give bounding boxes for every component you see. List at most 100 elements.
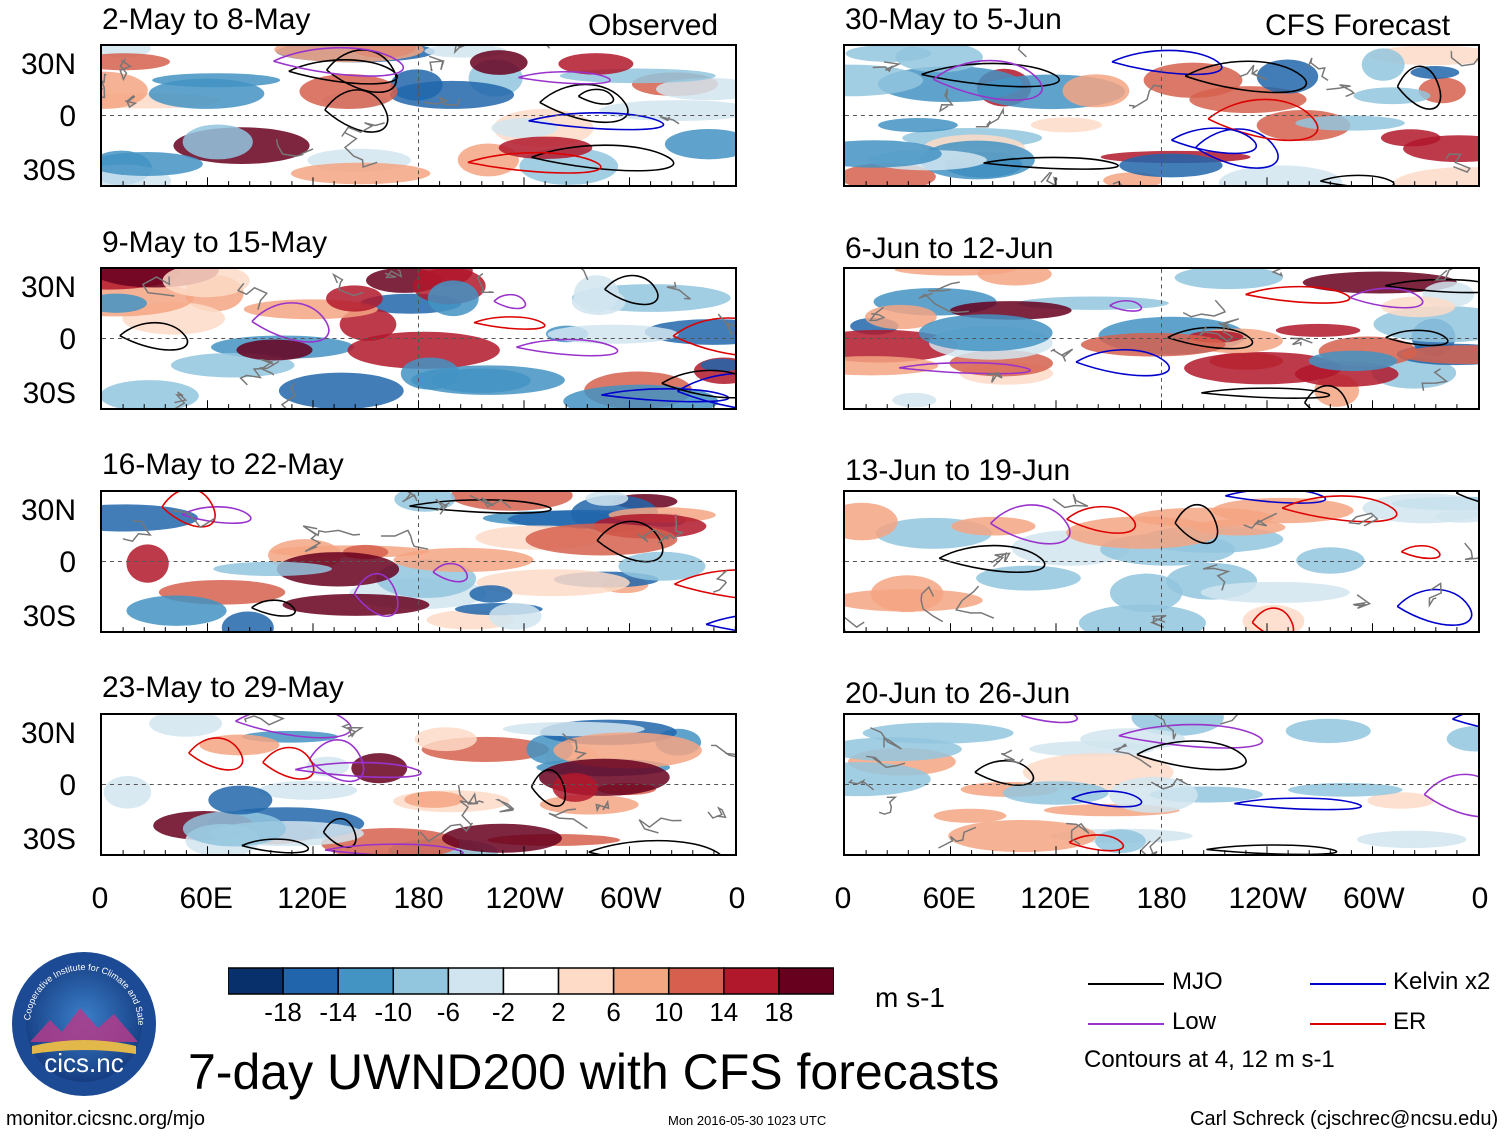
footer-timestamp: Mon 2016-05-30 1023 UTC [668,1113,827,1128]
contour-line [932,59,1043,101]
contour-line [188,737,244,771]
wind-anomaly-blob [278,372,404,408]
map-panel-observed-2 [100,267,737,410]
coastline [302,525,322,553]
coastline [1113,743,1152,768]
wind-anomaly-blob [845,46,932,62]
contour-line [119,322,189,351]
wind-anomaly-blob [102,53,170,71]
wind-anomaly-blob [552,772,598,802]
wind-anomaly-blob [892,392,937,408]
contour-line [308,739,365,783]
wind-anomaly-blob [1288,783,1403,797]
wind-anomaly-blob [845,140,942,168]
coastline [1202,564,1231,591]
coastline [1000,749,1024,764]
wind-anomaly-blob [469,585,513,603]
wind-anomaly-blob [845,589,983,612]
contour-line [1207,98,1319,142]
wind-anomaly-blob [845,502,898,541]
wind-anomaly-blob [1275,323,1361,337]
contour-line [432,562,469,583]
colorbar-tick-label: 10 [654,997,684,1027]
x-tick-label: 0 [834,882,852,915]
contour-line [1167,326,1253,350]
contour-line [577,88,615,105]
wind-anomaly-blob [1418,77,1466,104]
coastline [428,55,445,72]
y-tick-label: 0 [59,100,76,133]
colorbar-tick-label: -6 [436,997,460,1027]
contour-line [324,843,464,854]
wind-anomaly-blob [258,780,358,800]
wind-anomaly-blob [1080,332,1226,357]
wind-anomaly-blob [700,358,735,372]
wind-anomaly-blob [1356,830,1467,849]
contour-line [661,369,735,399]
coastline [659,116,680,125]
contour-line [1281,495,1398,523]
wind-anomaly-blob [1078,604,1206,631]
wind-anomaly-blob [476,569,630,597]
wind-anomaly-blob [618,551,706,581]
contour-line [1021,715,1078,724]
colorbar [228,967,834,995]
coastline [845,616,865,631]
contour-line [251,599,296,617]
coastline [1464,542,1478,561]
contour-line [1118,723,1264,749]
wind-anomaly-blob [1218,165,1343,185]
y-tick-label: 0 [59,769,76,802]
coastline [304,526,361,537]
y-tick-label: 30S [22,154,76,187]
coastline [1182,299,1227,318]
contour-line [1194,128,1279,169]
footer-credit: Carl Schreck (cjschrec@ncsu.edu) [1190,1108,1499,1130]
coastline [1150,777,1188,790]
wind-anomaly-blob [1030,117,1102,133]
coastline [975,107,1005,128]
coastline [712,569,728,593]
contour-line [989,504,1071,545]
wind-anomaly-blob [1296,547,1365,574]
coastline [666,281,692,300]
contour-line [1184,60,1308,94]
wind-anomaly-blob [933,808,1007,823]
map-panel-observed-1 [100,44,737,187]
wind-anomaly-blob [878,118,958,133]
coastline [340,723,365,738]
x-tick-label: 0 [728,882,746,915]
wind-anomaly-blob [951,516,1036,536]
wind-anomaly-blob [182,124,253,160]
contour-line [1320,174,1395,185]
contour-line [531,144,675,172]
coastline [562,732,588,760]
coastline [637,528,669,543]
contour-line [273,46,405,77]
x-tick-label: 60E [179,882,233,915]
coastline [548,808,588,829]
coastline [341,122,385,137]
wind-anomaly-blob [1401,345,1478,365]
wind-anomaly-blob [1184,352,1342,385]
wind-anomaly-blob [351,753,408,784]
obs-panel-1-title: 2-May to 8-May [102,3,311,36]
coastline [866,755,906,769]
coastline [595,799,610,813]
coastline [638,817,682,834]
coastline [381,529,429,550]
coastline [1128,84,1163,110]
coastline [1112,180,1123,185]
cics-logo: Cooperative Institute for Climate and Sa… [7,942,158,1098]
wind-anomaly-blob [1362,493,1478,524]
y-tick-label: 30N [20,271,76,304]
coastline [870,727,902,750]
coastline [1066,822,1090,845]
map-panel-forecast-3 [843,490,1480,633]
colorbar-tick-label: 14 [709,997,739,1027]
wind-anomaly-blob [1410,66,1460,79]
coastline [171,508,216,529]
wind-anomaly-blob [918,314,1053,352]
contour-line [588,839,721,854]
colorbar-tick-label: 6 [606,997,621,1027]
